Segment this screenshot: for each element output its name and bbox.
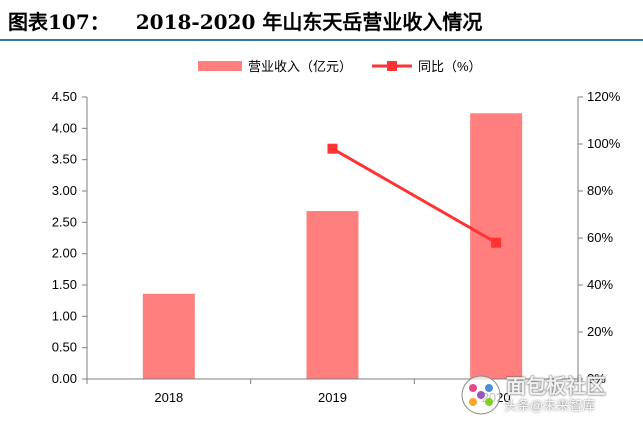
page-title: 图表107： 2018-2020 年山东天岳营业收入情况 (8, 6, 482, 35)
left-axis-ticks: 0.00 0.50 1.00 1.50 2.00 2.50 3.00 3.50 4.00 4.50 (52, 89, 87, 386)
line-series (327, 143, 502, 248)
chart-legend: 营业收入（亿元） 同比（%） (198, 59, 482, 74)
revenue-bar (306, 211, 359, 379)
revenue-bar (142, 293, 195, 379)
left-tick-label: 0.50 (52, 340, 77, 355)
right-tick-label: 120% (587, 89, 621, 104)
x-axis-ticks: 2018 2019 2020 (86, 379, 579, 405)
right-tick-label: 0% (587, 371, 606, 386)
right-tick-label: 40% (587, 277, 613, 292)
left-tick-label: 2.00 (52, 246, 77, 261)
bar-series (142, 113, 523, 379)
right-tick-label: 80% (587, 183, 613, 198)
legend-label-yoy: 同比（%） (418, 59, 482, 74)
title-text: 2018-2020 年山东天岳营业收入情况 (135, 10, 483, 34)
yoy-growth-point (327, 143, 338, 154)
right-tick-label: 60% (587, 230, 613, 245)
left-tick-label: 4.50 (52, 89, 77, 104)
left-tick-label: 1.50 (52, 277, 77, 292)
legend-swatch-revenue (198, 61, 242, 71)
right-tick-label: 20% (587, 324, 613, 339)
legend-swatch-yoy-marker (387, 61, 397, 71)
left-tick-label: 4.00 (52, 120, 77, 135)
left-tick-label: 0.00 (52, 371, 77, 386)
right-tick-label: 100% (587, 136, 621, 151)
yoy-growth-point (491, 237, 502, 248)
x-tick-label: 2019 (318, 390, 347, 405)
title-label: 图表107： (8, 10, 110, 34)
right-axis-ticks: 0% 20% 40% 60% 80% 100% 120% (578, 89, 621, 386)
x-tick-label: 2020 (482, 390, 511, 405)
left-tick-label: 3.50 (52, 152, 77, 167)
left-tick-label: 1.00 (52, 308, 77, 323)
x-tick-label: 2018 (154, 390, 183, 405)
left-tick-label: 3.00 (52, 183, 77, 198)
left-tick-label: 2.50 (52, 214, 77, 229)
yoy-growth-line (331, 147, 497, 245)
legend-label-revenue: 营业收入（亿元） (248, 59, 352, 74)
